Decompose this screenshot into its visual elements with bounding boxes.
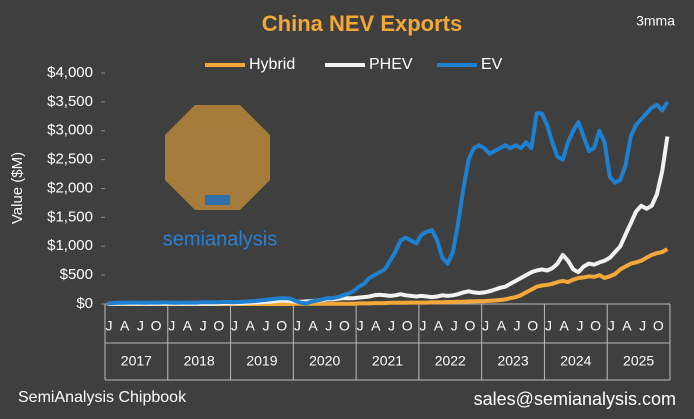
x-tick-label: O	[590, 318, 601, 334]
x-tick-label: J	[545, 318, 552, 334]
x-tick-label: J	[200, 318, 207, 334]
x-tick-label: J	[106, 318, 113, 334]
x-tick-label: A	[622, 318, 632, 334]
x-tick-label: J	[325, 318, 332, 334]
y-tick-label: $1,000	[47, 237, 93, 254]
x-tick-label: O	[151, 318, 162, 334]
y-tick-label: $4,000	[47, 64, 93, 81]
year-label: 2023	[497, 353, 528, 369]
x-tick-label: O	[276, 318, 287, 334]
legend-label: Hybrid	[249, 56, 295, 73]
logo	[165, 105, 270, 210]
series-line	[107, 100, 670, 306]
x-tick-label: J	[137, 318, 144, 334]
x-tick-label: O	[213, 318, 224, 334]
source: SemiAnalysis Chipbook	[18, 389, 187, 406]
x-tick-label: A	[246, 318, 256, 334]
x-tick-label: O	[527, 318, 538, 334]
x-tick-label: J	[576, 318, 583, 334]
x-tick-label: J	[231, 318, 238, 334]
y-tick-label: $3,000	[47, 122, 93, 139]
y-tick-label: $500	[60, 266, 93, 283]
legend-label: EV	[481, 56, 503, 73]
y-axis-label: Value ($M)	[9, 152, 26, 224]
year-label: 2022	[435, 353, 466, 369]
x-tick-label: J	[482, 318, 489, 334]
x-tick-label: J	[639, 318, 646, 334]
x-tick-label: O	[653, 318, 664, 334]
x-tick-label: O	[465, 318, 476, 334]
y-tick-label: $3,500	[47, 93, 93, 110]
year-label: 2025	[623, 353, 654, 369]
x-tick-label: J	[294, 318, 301, 334]
contact: sales@semianalysis.com	[474, 389, 676, 409]
x-tick-label: A	[371, 318, 381, 334]
y-tick-label: $1,500	[47, 208, 93, 225]
x-tick-label: A	[308, 318, 318, 334]
chart-title: China NEV Exports	[262, 11, 462, 36]
x-tick-label: J	[419, 318, 426, 334]
x-tick-label: O	[402, 318, 413, 334]
x-tick-label: J	[514, 318, 521, 334]
x-tick-label: J	[388, 318, 395, 334]
y-tick-label: $2,000	[47, 179, 93, 196]
year-label: 2018	[184, 353, 215, 369]
x-tick-label: A	[120, 318, 130, 334]
year-label: 2020	[309, 353, 340, 369]
year-label: 2024	[560, 353, 591, 369]
x-tick-label: J	[608, 318, 615, 334]
y-tick-label: $2,500	[47, 151, 93, 168]
x-tick-label: J	[451, 318, 458, 334]
subtitle: 3mma	[636, 13, 675, 29]
year-label: 2017	[121, 353, 152, 369]
x-tick-label: J	[357, 318, 364, 334]
x-tick-label: J	[168, 318, 175, 334]
x-tick-label: A	[497, 318, 507, 334]
watermark: semianalysis	[163, 228, 277, 250]
x-tick-label: A	[434, 318, 444, 334]
year-label: 2021	[372, 353, 403, 369]
year-label: 2019	[246, 353, 277, 369]
x-tick-label: J	[262, 318, 269, 334]
x-tick-label: A	[183, 318, 193, 334]
y-tick-label: $0	[76, 295, 93, 312]
x-tick-label: A	[559, 318, 569, 334]
x-tick-label: O	[339, 318, 350, 334]
legend-label: PHEV	[369, 56, 413, 73]
